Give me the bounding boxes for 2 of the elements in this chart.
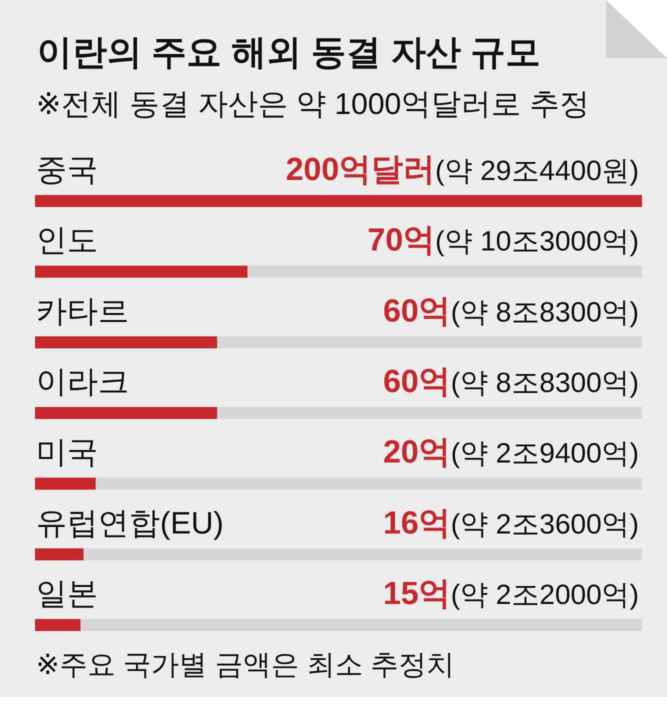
subtitle: ※전체 동결 자산은 약 1000억달러로 추정 bbox=[36, 88, 590, 121]
title: 이란의 주요 해외 동결 자산 규모 bbox=[37, 33, 541, 72]
